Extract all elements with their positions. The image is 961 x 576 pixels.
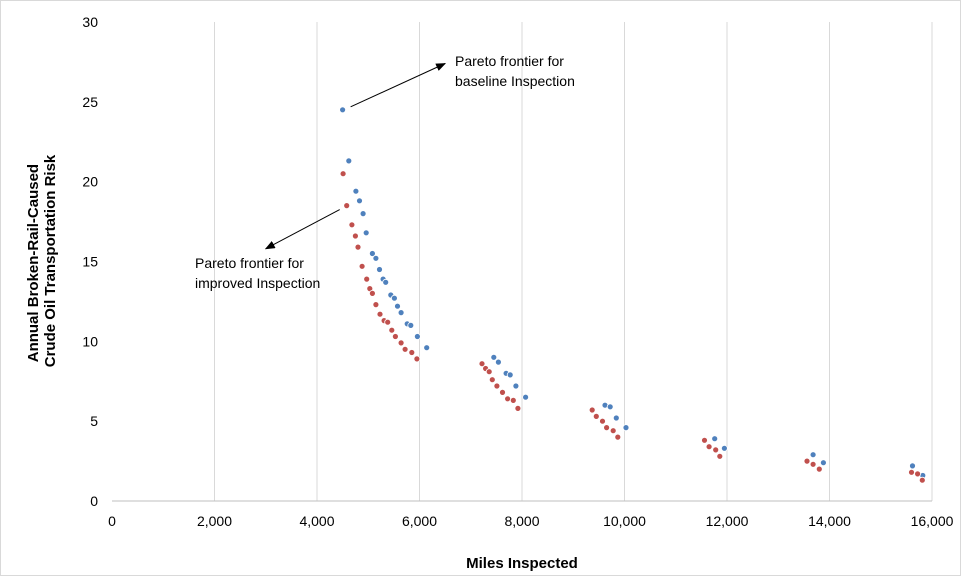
baseline-data-point — [910, 463, 916, 469]
baseline-data-point — [523, 394, 529, 400]
x-axis-title: Miles Inspected — [466, 555, 578, 572]
improved-data-point — [355, 244, 361, 250]
x-tick-label: 2,000 — [197, 513, 232, 529]
improved-data-point — [600, 418, 606, 424]
improved-data-point — [816, 466, 822, 472]
improved-data-point — [702, 437, 708, 443]
y-tick-label: 0 — [90, 493, 98, 509]
improved-data-point — [593, 413, 599, 419]
improved-data-point — [713, 447, 719, 453]
baseline-data-point — [373, 255, 379, 261]
improved-data-point — [589, 407, 595, 413]
y-tick-label: 5 — [90, 413, 98, 429]
y-axis-title: Annual Broken-Rail-Caused Crude Oil Tran… — [25, 154, 59, 367]
baseline-data-point — [424, 345, 430, 351]
baseline-data-point — [495, 359, 501, 365]
improved-data-point — [804, 458, 810, 464]
baseline-data-point — [340, 107, 346, 113]
baseline-data-point — [613, 415, 619, 421]
improved-data-point — [615, 434, 621, 440]
improved-data-point — [344, 203, 350, 209]
improved-data-point — [352, 233, 358, 239]
baseline-data-point — [346, 158, 352, 164]
baseline-data-point — [810, 452, 816, 458]
improved-data-point — [919, 477, 925, 483]
improved-data-point — [377, 311, 383, 317]
x-tick-label: 12,000 — [706, 513, 749, 529]
improved-data-point — [402, 346, 408, 352]
y-tick-label: 15 — [82, 254, 98, 270]
baseline-data-point — [414, 334, 420, 340]
improved-data-point — [604, 425, 610, 431]
improved-data-point — [373, 302, 379, 308]
improved-data-point — [909, 469, 915, 475]
improved-annotation-line-2: improved Inspection — [195, 275, 320, 291]
x-tick-label: 14,000 — [808, 513, 851, 529]
improved-data-point — [505, 396, 511, 402]
y-tick-label: 25 — [82, 94, 98, 110]
improved-data-point — [500, 389, 506, 395]
baseline-data-point — [623, 425, 629, 431]
improved-annotation-line-1: Pareto frontier for — [195, 255, 304, 271]
baseline-data-point — [383, 279, 389, 285]
baseline-data-point — [391, 295, 397, 301]
improved-data-point — [510, 397, 516, 403]
baseline-data-point — [360, 211, 366, 217]
improved-data-point — [389, 327, 395, 333]
y-axis-title-line-2: Crude Oil Transportation Risk — [42, 154, 59, 367]
improved-data-point — [706, 444, 712, 450]
baseline-annotation-line-2: baseline Inspection — [455, 73, 575, 89]
improved-data-point — [359, 263, 365, 269]
improved-data-point — [810, 461, 816, 467]
improved-data-point — [915, 471, 921, 477]
improved-data-point — [489, 377, 495, 383]
baseline-annotation-line-1: Pareto frontier for — [455, 53, 564, 69]
baseline-data-point — [353, 188, 359, 194]
baseline-data-point — [820, 460, 826, 466]
baseline-data-point — [408, 322, 414, 328]
x-tick-label: 8,000 — [504, 513, 539, 529]
improved-data-point — [414, 356, 420, 362]
y-axis-title-line-1: Annual Broken-Rail-Caused — [25, 164, 42, 362]
x-tick-label: 4,000 — [299, 513, 334, 529]
improved-data-point — [392, 334, 398, 340]
improved-data-point — [369, 290, 375, 296]
baseline-data-point — [377, 267, 383, 273]
improved-data-point — [385, 319, 391, 325]
baseline-data-point — [398, 310, 404, 316]
improved-data-point — [398, 340, 404, 346]
baseline-data-point — [721, 445, 727, 451]
improved-data-point — [486, 369, 492, 375]
improved-data-point — [494, 383, 500, 389]
y-tick-label: 20 — [82, 174, 98, 190]
y-tick-label: 10 — [82, 333, 98, 349]
baseline-data-point — [712, 436, 718, 442]
baseline-data-point — [357, 198, 363, 204]
improved-data-point — [610, 428, 616, 434]
x-tick-label: 6,000 — [402, 513, 437, 529]
baseline-data-point — [513, 383, 519, 389]
y-tick-label: 30 — [82, 14, 98, 30]
baseline-data-point — [363, 230, 369, 236]
x-tick-label: 10,000 — [603, 513, 646, 529]
x-tick-label: 16,000 — [911, 513, 954, 529]
improved-data-point — [340, 171, 346, 177]
x-tick-label: 0 — [108, 513, 116, 529]
baseline-data-point — [491, 354, 497, 360]
improved-data-point — [515, 405, 521, 411]
baseline-data-point — [395, 303, 401, 309]
improved-data-point — [349, 222, 355, 228]
baseline-data-point — [607, 404, 613, 410]
baseline-data-point — [507, 372, 513, 378]
improved-data-point — [364, 276, 370, 282]
improved-data-point — [409, 350, 415, 356]
improved-data-point — [717, 453, 723, 459]
